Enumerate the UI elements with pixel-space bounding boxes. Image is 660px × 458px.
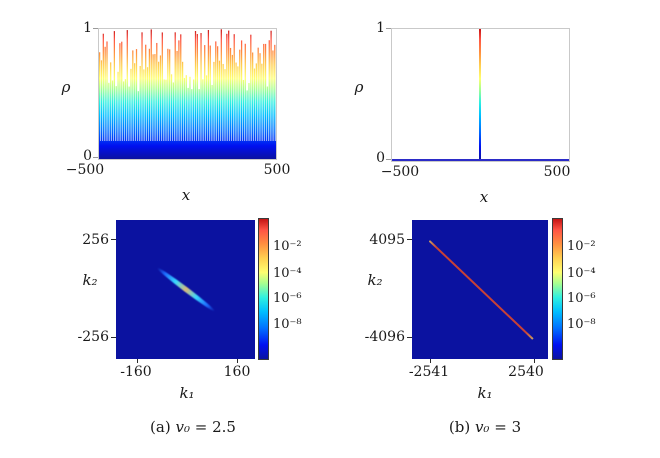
y-tick-mark-b-top (386, 28, 391, 29)
caption-b-variable: v₀ (474, 418, 490, 436)
y-tick-mark-b-bottom (386, 159, 391, 160)
hm-a-ytick-bottom: -256 (77, 329, 109, 345)
y-tick-label-b-0: 0 (376, 150, 385, 166)
caption-a-variable: v₀ (175, 418, 190, 436)
y-tick-mark-a-bottom (93, 157, 98, 158)
x-tick-label-b-min: −500 (380, 164, 420, 180)
x-tick-label-a-max: 500 (263, 162, 291, 178)
caption-a: (a) v₀ = 2.5 (100, 419, 286, 436)
hm-b-xtick-min: -2541 (408, 364, 450, 380)
x-tick-label-a-min: −500 (65, 162, 105, 178)
hm-b-xtick-max-mark (534, 359, 535, 363)
colorbar (552, 218, 563, 360)
hm-b-ylabel-k2: k₂ (367, 271, 383, 289)
colorbar-b-tick-4: 10⁻⁸ (567, 317, 596, 332)
hm-a-xtick-min-mark (137, 359, 138, 363)
hm-a-ytick-top-mark (111, 239, 116, 240)
spectrum-streak (155, 265, 217, 314)
y-tick-label-a-1: 1 (83, 20, 92, 36)
colorbar-a-tick-2: 10⁻⁴ (273, 266, 302, 281)
y-tick-label-a-0: 0 (83, 148, 92, 164)
hm-a-ylabel-k2: k₂ (82, 271, 98, 289)
hm-a-ytick-bottom-mark (111, 337, 116, 338)
colorbar-b-tick-3: 10⁻⁶ (567, 291, 596, 306)
density-spikes-canvas (99, 29, 276, 159)
panel-b-density-plot (391, 28, 570, 162)
hm-b-ytick-bottom-mark (407, 337, 412, 338)
y-axis-label-rho-b: ρ (354, 78, 364, 96)
hm-b-xtick-max: 2540 (508, 364, 544, 380)
panel-a-spectrum-heatmap (116, 220, 255, 359)
spectrum-diagonal-line (428, 240, 534, 340)
colorbar-a-tick-1: 10⁻² (273, 239, 302, 254)
hm-a-xtick-min: -160 (120, 364, 152, 380)
panel-b-spectrum-heatmap (412, 220, 548, 359)
hm-b-xtick-min-mark (430, 359, 431, 363)
colorbar-b-tick-2: 10⁻⁴ (567, 266, 596, 281)
hm-b-ytick-bottom: -4096 (364, 329, 405, 345)
caption-b-prefix: (b) (448, 418, 471, 436)
caption-a-prefix: (a) (150, 418, 171, 436)
y-axis-label-rho-a: ρ (61, 78, 71, 96)
caption-a-value: = 2.5 (194, 418, 236, 436)
hm-a-xtick-max-mark (237, 359, 238, 363)
x-tick-label-b-max: 500 (543, 164, 571, 180)
hm-b-ytick-top-mark (407, 239, 412, 240)
hm-b-ytick-top: 4095 (369, 232, 405, 248)
y-tick-mark-a-top (93, 28, 98, 29)
hm-a-xtick-max: 160 (223, 364, 251, 380)
hm-b-xlabel-k1: k₁ (477, 384, 493, 402)
hm-a-ytick-top: 256 (82, 232, 109, 248)
x-axis-label-x-a: x (181, 186, 191, 204)
caption-b: (b) v₀ = 3 (392, 419, 578, 436)
caption-b-value: = 3 (494, 418, 522, 436)
x-axis-label-x-b: x (479, 188, 489, 206)
colorbar (258, 218, 269, 360)
colorbar-a-tick-3: 10⁻⁶ (273, 291, 302, 306)
zero-baseline (392, 159, 569, 161)
colorbar-b-tick-1: 10⁻² (567, 239, 596, 254)
panel-a-density-plot (98, 28, 277, 160)
colorbar-a-tick-4: 10⁻⁸ (273, 317, 302, 332)
delta-spike (479, 29, 481, 160)
hm-a-xlabel-k1: k₁ (179, 384, 195, 402)
y-tick-label-b-1: 1 (376, 20, 385, 36)
